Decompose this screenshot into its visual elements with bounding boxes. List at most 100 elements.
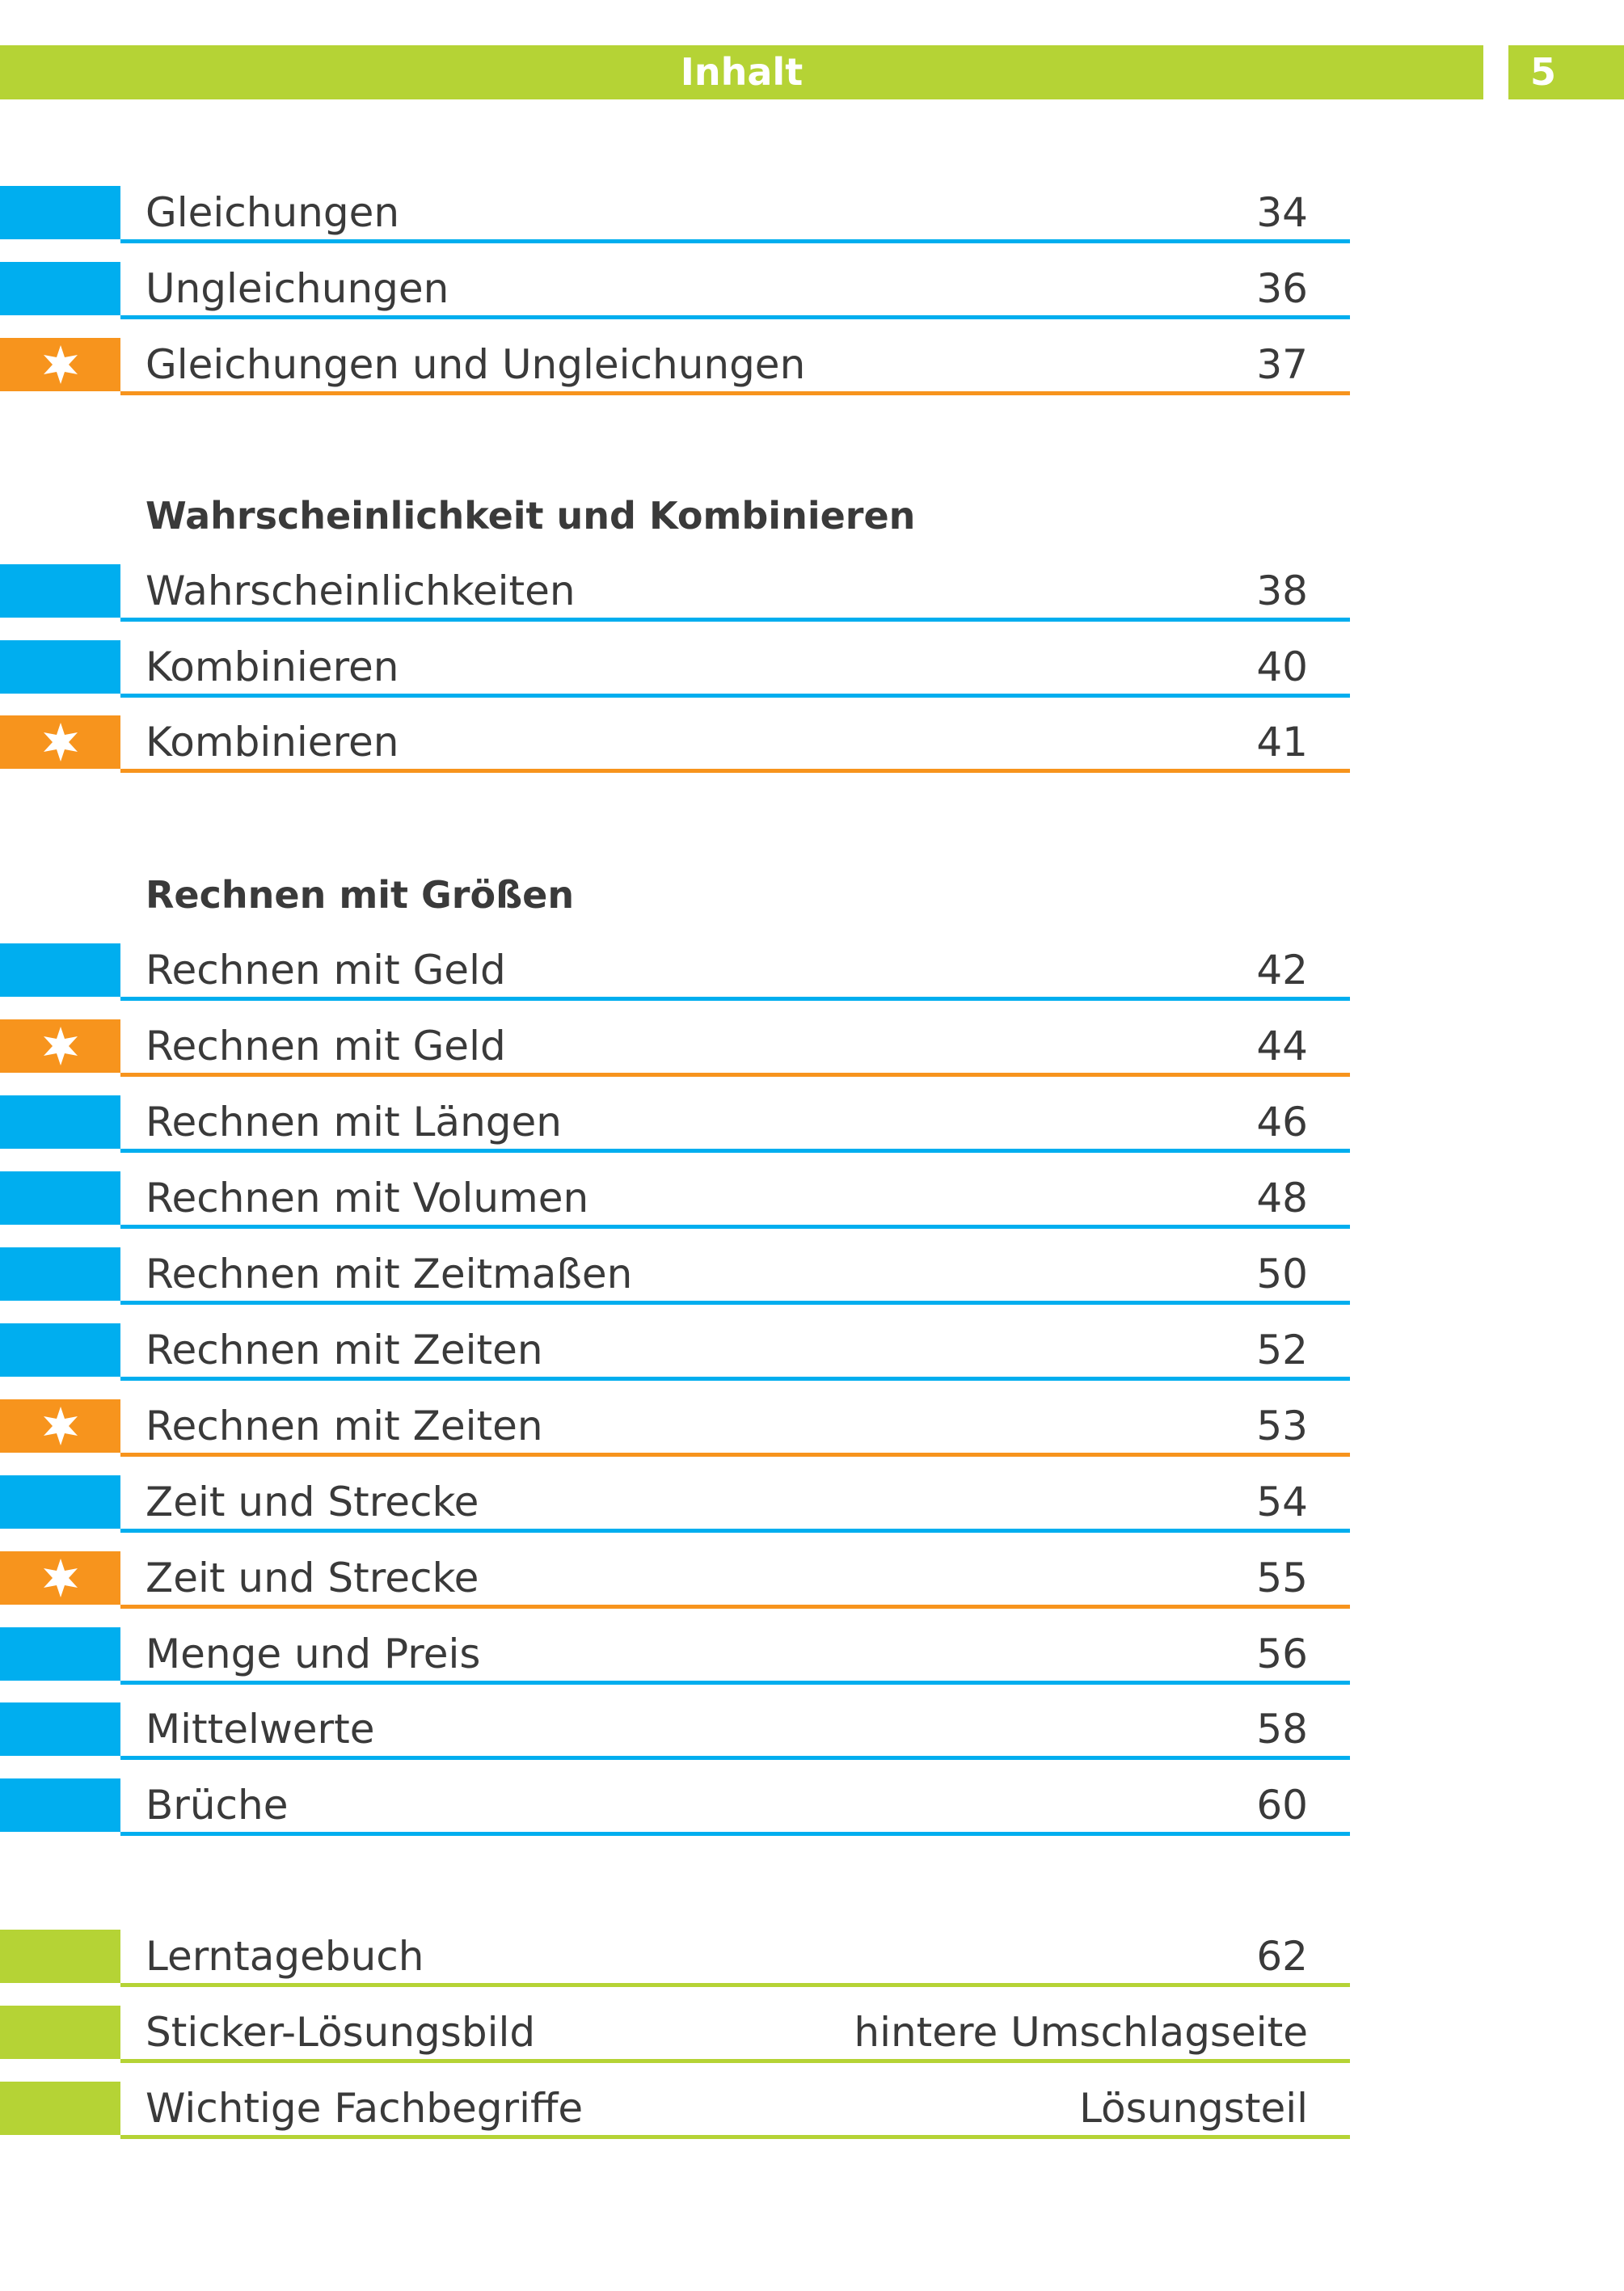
toc-entry-page: 50 xyxy=(1256,1251,1308,1297)
toc-entry-label: Rechnen mit Geld xyxy=(146,947,506,994)
toc-entry[interactable]: Mittelwerte 58 xyxy=(0,1699,1350,1760)
toc-entry[interactable]: Rechnen mit Zeiten 53 xyxy=(0,1396,1350,1457)
entry-underline xyxy=(120,1377,1350,1381)
toc-entry-page: 58 xyxy=(1256,1706,1308,1753)
toc-entry-page: 53 xyxy=(1256,1403,1308,1449)
toc-entry-page: 36 xyxy=(1256,265,1308,312)
toc-entry-label: Gleichungen und Ungleichungen xyxy=(146,341,806,388)
toc-entry[interactable]: Ungleichungen 36 xyxy=(0,259,1350,319)
toc-entry-page: 40 xyxy=(1256,643,1308,690)
toc-entry-page: 55 xyxy=(1256,1555,1308,1601)
star-icon xyxy=(40,721,82,763)
toc-entry-page: 44 xyxy=(1256,1023,1308,1070)
color-marker xyxy=(0,1475,120,1529)
toc-entry-label: Rechnen mit Zeitmaßen xyxy=(146,1251,633,1297)
toc-entry-label: Rechnen mit Geld xyxy=(146,1023,506,1070)
toc-entry-label: Lerntagebuch xyxy=(146,1933,424,1980)
toc-entry[interactable]: Zeit und Strecke 54 xyxy=(0,1472,1350,1533)
toc-entry[interactable]: Rechnen mit Zeitmaßen 50 xyxy=(0,1244,1350,1305)
color-marker xyxy=(0,1171,120,1225)
color-marker xyxy=(0,1323,120,1377)
toc-entry-page: 42 xyxy=(1256,947,1308,994)
toc-entry[interactable]: Wichtige Fachbegriffe Lösungsteil xyxy=(0,2078,1350,2139)
toc-entry-page: 46 xyxy=(1256,1099,1308,1146)
toc-entry-page: 41 xyxy=(1256,719,1308,766)
entry-underline xyxy=(120,1756,1350,1760)
toc-entry[interactable]: Rechnen mit Volumen 48 xyxy=(0,1168,1350,1229)
toc-entry-page: 52 xyxy=(1256,1327,1308,1373)
toc-entry[interactable]: Gleichungen 34 xyxy=(0,183,1350,243)
entry-underline xyxy=(120,1301,1350,1305)
color-marker xyxy=(0,1702,120,1756)
page-number: 5 xyxy=(1508,45,1624,99)
toc-entry[interactable]: Kombinieren 40 xyxy=(0,637,1350,698)
toc-entry-label: Mittelwerte xyxy=(146,1706,375,1753)
star-icon xyxy=(40,1557,82,1599)
color-marker xyxy=(0,1778,120,1832)
toc-entry[interactable]: Sticker-Lösungsbild hintere Umschlagseite xyxy=(0,2002,1350,2063)
toc-entry-label: Kombinieren xyxy=(146,719,399,766)
entry-underline xyxy=(120,997,1350,1001)
toc-entry-label: Wichtige Fachbegriffe xyxy=(146,2085,584,2132)
toc-entry-label: Menge und Preis xyxy=(146,1631,481,1677)
color-marker xyxy=(0,1247,120,1301)
toc-entry-page: Lösungsteil xyxy=(1079,2085,1308,2132)
toc-entry-page: 54 xyxy=(1256,1479,1308,1525)
star-icon xyxy=(40,1405,82,1447)
page-title: Inhalt xyxy=(680,50,804,94)
toc-entry-label: Brüche xyxy=(146,1782,289,1829)
toc-entry-page: 38 xyxy=(1256,567,1308,614)
toc-entry-page: 34 xyxy=(1256,189,1308,236)
toc-entry[interactable]: Menge und Preis 56 xyxy=(0,1624,1350,1685)
toc-entry-label: Gleichungen xyxy=(146,189,400,236)
toc-entry[interactable]: Gleichungen und Ungleichungen 37 xyxy=(0,335,1350,395)
color-marker xyxy=(0,1095,120,1149)
section-heading: Wahrscheinlichkeit und Kombinieren xyxy=(146,494,916,538)
toc-entry-page: 48 xyxy=(1256,1175,1308,1221)
toc-entry-label: Wahrscheinlichkeiten xyxy=(146,567,576,614)
toc-entry-label: Zeit und Strecke xyxy=(146,1479,479,1525)
toc-entry[interactable]: Rechnen mit Geld 44 xyxy=(0,1016,1350,1077)
toc-entry[interactable]: Wahrscheinlichkeiten 38 xyxy=(0,561,1350,622)
toc-entry[interactable]: Rechnen mit Längen 46 xyxy=(0,1092,1350,1153)
toc-entry-page: 60 xyxy=(1256,1782,1308,1829)
entry-underline xyxy=(120,618,1350,622)
toc-entry[interactable]: Brüche 60 xyxy=(0,1775,1350,1836)
color-marker xyxy=(0,186,120,239)
color-marker xyxy=(0,262,120,315)
entry-underline xyxy=(120,391,1350,395)
toc-entry-label: Rechnen mit Volumen xyxy=(146,1175,589,1221)
star-marker xyxy=(0,1019,120,1073)
toc-entry-label: Ungleichungen xyxy=(146,265,449,312)
entry-underline xyxy=(120,1605,1350,1609)
toc-entry-page: 37 xyxy=(1256,341,1308,388)
entry-underline xyxy=(120,1073,1350,1077)
star-marker xyxy=(0,338,120,391)
color-marker xyxy=(0,2082,120,2135)
entry-underline xyxy=(120,1832,1350,1836)
entry-underline xyxy=(120,1225,1350,1229)
toc-entry-page: 62 xyxy=(1256,1933,1308,1980)
entry-underline xyxy=(120,694,1350,698)
entry-underline xyxy=(120,2135,1350,2139)
toc-entry[interactable]: Rechnen mit Zeiten 52 xyxy=(0,1320,1350,1381)
toc-entry[interactable]: Lerntagebuch 62 xyxy=(0,1926,1350,1987)
color-marker xyxy=(0,1930,120,1983)
toc-entry-label: Rechnen mit Zeiten xyxy=(146,1327,543,1373)
entry-underline xyxy=(120,769,1350,773)
section-heading: Rechnen mit Größen xyxy=(146,873,575,917)
toc-entry[interactable]: Kombinieren 41 xyxy=(0,712,1350,773)
color-marker xyxy=(0,943,120,997)
color-marker xyxy=(0,1627,120,1681)
toc-entry[interactable]: Rechnen mit Geld 42 xyxy=(0,940,1350,1001)
star-marker xyxy=(0,1551,120,1605)
entry-underline xyxy=(120,2059,1350,2063)
toc-entry-label: Rechnen mit Längen xyxy=(146,1099,562,1146)
toc-entry[interactable]: Zeit und Strecke 55 xyxy=(0,1548,1350,1609)
toc-entry-label: Kombinieren xyxy=(146,643,399,690)
entry-underline xyxy=(120,315,1350,319)
toc-entry-page: hintere Umschlagseite xyxy=(854,2009,1308,2056)
star-icon xyxy=(40,344,82,386)
entry-underline xyxy=(120,1529,1350,1533)
star-icon xyxy=(40,1025,82,1067)
